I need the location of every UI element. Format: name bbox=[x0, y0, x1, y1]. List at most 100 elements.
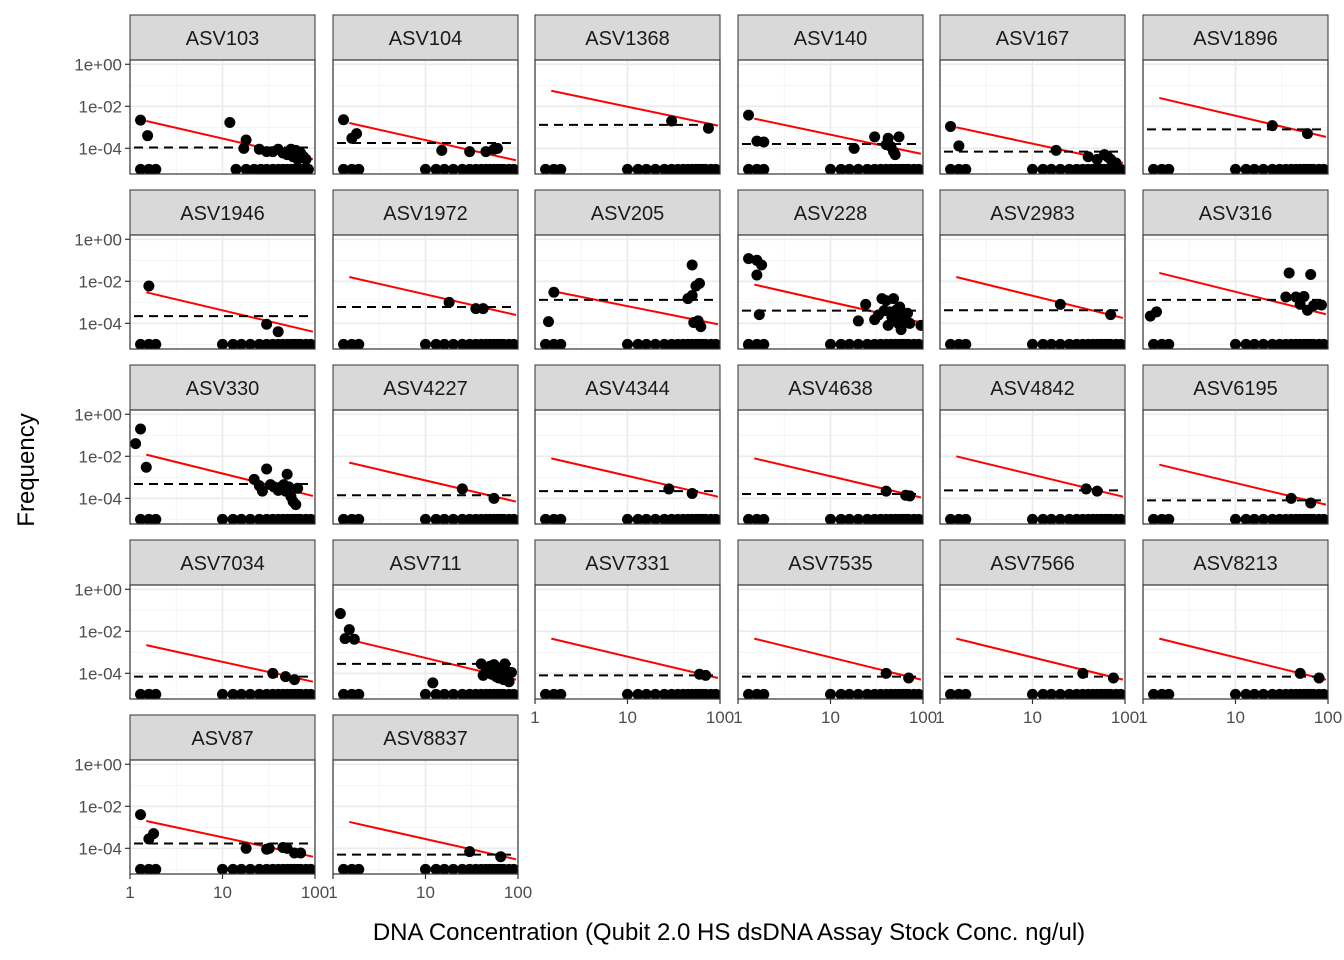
zero-point bbox=[960, 163, 972, 174]
data-point bbox=[1077, 667, 1089, 679]
zero-point bbox=[420, 513, 431, 524]
zero-point bbox=[555, 338, 567, 349]
x-tick-label: 1 bbox=[733, 708, 742, 727]
data-point bbox=[880, 485, 892, 497]
zero-point bbox=[913, 513, 923, 524]
zero-point bbox=[843, 338, 855, 349]
zero-point bbox=[305, 513, 315, 524]
zero-point bbox=[649, 163, 661, 174]
facet-strip-label: ASV104 bbox=[389, 28, 462, 50]
zero-point bbox=[135, 338, 147, 349]
zero-point bbox=[1027, 163, 1038, 174]
facet-panel: ASV104 bbox=[332, 14, 519, 175]
zero-point bbox=[640, 163, 652, 174]
data-point bbox=[1151, 306, 1163, 318]
zero-point bbox=[913, 688, 923, 699]
zero-point bbox=[244, 863, 256, 874]
x-tick-label: 10 bbox=[618, 708, 637, 727]
zero-point bbox=[1027, 688, 1038, 699]
zero-point bbox=[1318, 513, 1328, 524]
zero-point bbox=[710, 513, 720, 524]
data-point bbox=[491, 142, 503, 154]
data-point bbox=[882, 132, 894, 144]
zero-point bbox=[913, 338, 923, 349]
zero-point bbox=[150, 688, 162, 699]
data-point bbox=[893, 131, 905, 143]
fit-line bbox=[1159, 463, 1327, 506]
zero-point bbox=[1148, 513, 1160, 524]
data-point bbox=[488, 492, 500, 504]
zero-point bbox=[1037, 338, 1049, 349]
facet-strip-label: ASV140 bbox=[794, 28, 867, 50]
facet-strip-label: ASV711 bbox=[390, 553, 462, 575]
zero-point bbox=[632, 338, 644, 349]
zero-point bbox=[835, 338, 847, 349]
zero-point bbox=[852, 513, 864, 524]
y-tick-label: 1e-02 bbox=[79, 797, 122, 816]
fit-line bbox=[551, 89, 719, 127]
facet-strip-label: ASV4344 bbox=[585, 378, 670, 400]
panel-border bbox=[737, 409, 924, 525]
zero-point bbox=[1257, 163, 1269, 174]
zero-point bbox=[135, 863, 147, 874]
panel-border bbox=[534, 59, 721, 175]
zero-point bbox=[235, 338, 247, 349]
zero-point bbox=[758, 513, 770, 524]
data-point bbox=[334, 608, 346, 620]
zero-point bbox=[1318, 688, 1328, 699]
zero-point bbox=[240, 163, 252, 174]
data-point bbox=[290, 499, 302, 511]
facet-strip-label: ASV7034 bbox=[180, 553, 265, 575]
facet-strip-label: ASV87 bbox=[191, 728, 253, 750]
zero-point bbox=[852, 163, 864, 174]
fit-line bbox=[551, 637, 719, 679]
zero-point bbox=[150, 338, 162, 349]
facet-strip-label: ASV7566 bbox=[990, 553, 1075, 575]
zero-point bbox=[305, 338, 315, 349]
panel-border bbox=[737, 234, 924, 350]
zero-point bbox=[1054, 163, 1066, 174]
facet-strip-label: ASV7331 bbox=[585, 553, 670, 575]
data-point bbox=[894, 301, 906, 313]
panel-border bbox=[939, 234, 1126, 350]
facet-panel: ASV4638 bbox=[737, 364, 924, 525]
zero-point bbox=[1054, 513, 1066, 524]
zero-point bbox=[622, 688, 633, 699]
data-point bbox=[292, 482, 304, 494]
x-tick-label: 100 bbox=[1314, 708, 1342, 727]
facet-strip-label: ASV205 bbox=[591, 203, 664, 225]
zero-point bbox=[244, 688, 256, 699]
facet-panel: ASV228 bbox=[737, 189, 924, 350]
panel-content bbox=[333, 60, 518, 174]
zero-point bbox=[649, 338, 661, 349]
data-point bbox=[351, 128, 363, 140]
y-tick-label: 1e+00 bbox=[74, 580, 122, 599]
panel-content bbox=[738, 410, 923, 524]
y-tick-label: 1e-04 bbox=[79, 314, 122, 333]
facet-panel: ASV2983 bbox=[939, 189, 1126, 350]
zero-point bbox=[1037, 513, 1049, 524]
x-tick-label: 1 bbox=[530, 708, 539, 727]
zero-point bbox=[960, 688, 972, 699]
facet-strip-label: ASV167 bbox=[996, 28, 1069, 50]
zero-point bbox=[430, 163, 442, 174]
zero-point bbox=[447, 163, 459, 174]
zero-point bbox=[430, 513, 442, 524]
zero-point bbox=[710, 338, 720, 349]
zero-point bbox=[430, 863, 442, 874]
zero-point bbox=[508, 338, 518, 349]
facet-panel: ASV7535 1 10 100 bbox=[733, 539, 937, 727]
data-point bbox=[256, 485, 268, 497]
zero-point bbox=[1115, 513, 1125, 524]
data-point bbox=[903, 672, 915, 684]
zero-point bbox=[540, 163, 552, 174]
facet-panel: ASV1896 bbox=[1142, 14, 1329, 175]
panel-content bbox=[333, 585, 518, 699]
panel-content bbox=[738, 60, 923, 174]
panel-border bbox=[534, 234, 721, 350]
data-point bbox=[261, 318, 273, 330]
zero-point bbox=[825, 163, 836, 174]
x-tick-label: 1 bbox=[935, 708, 944, 727]
facet-strip-label: ASV7535 bbox=[788, 553, 873, 575]
y-tick-label: 1e-02 bbox=[79, 447, 122, 466]
